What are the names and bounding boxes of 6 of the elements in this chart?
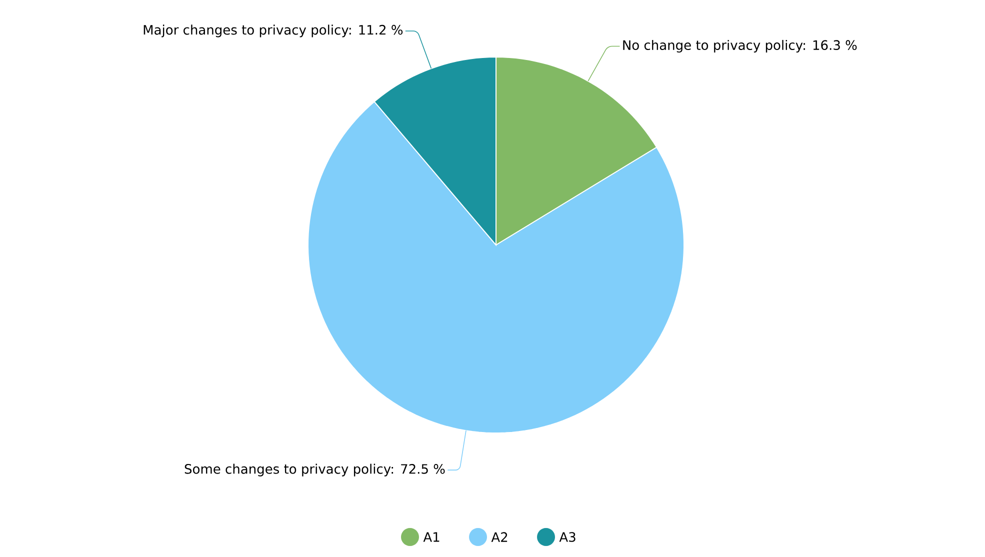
- legend-label: A2: [491, 532, 508, 542]
- legend-label: A1: [423, 532, 440, 542]
- data-label: Major changes to privacy policy: 11.2 %: [144, 24, 403, 38]
- data-label: Some changes to privacy policy: 72.5 %: [184, 464, 445, 476]
- data-label: No change to privacy policy: 16.3 %: [623, 40, 857, 53]
- legend-label: A3: [559, 532, 576, 542]
